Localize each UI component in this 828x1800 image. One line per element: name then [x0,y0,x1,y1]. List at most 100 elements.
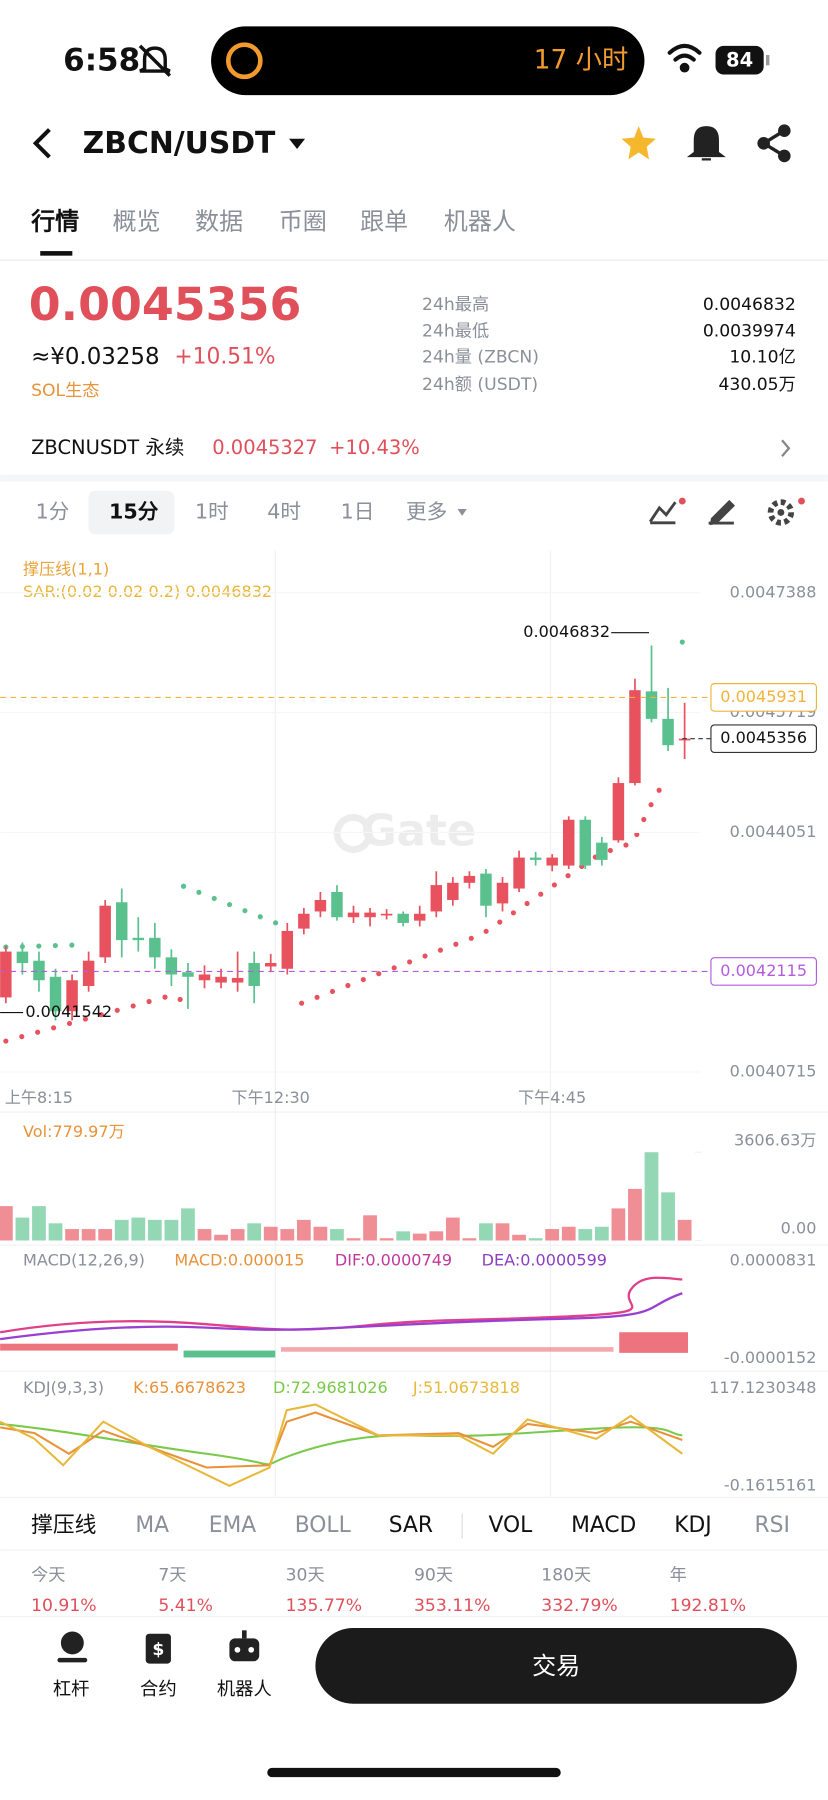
sar-label: SAR:(0.02 0.02 0.2) 0.0046832 [23,582,272,601]
home-indicator [267,1767,561,1778]
candle-body [629,690,641,784]
volume-bar [65,1229,79,1241]
volume-bar [247,1223,262,1241]
interval[interactable]: 4时 [267,499,301,523]
nav-label[interactable]: 杠杆 [53,1679,90,1700]
volume-bar [594,1226,609,1241]
draw-button[interactable] [708,499,736,526]
support-label: 0.0042115 [720,961,807,980]
pair-dropdown[interactable] [289,138,306,150]
indicator-tab[interactable]: EMA [209,1513,257,1538]
contract-icon[interactable]: $ [145,1633,171,1664]
macd-axis-bottom: -0.0000152 [724,1348,817,1367]
indicator-tab[interactable]: VOL [489,1513,534,1538]
interval[interactable]: 1分 [36,499,70,523]
candle-body [380,913,393,916]
candle-body [496,882,509,904]
candle-body [414,913,426,921]
more-dropdown[interactable] [457,509,467,516]
interval[interactable]: 1日 [341,499,375,523]
period-label: 7天 [158,1565,186,1585]
volume-bar [114,1219,129,1241]
period-return: 135.77% [286,1596,362,1616]
candle-body [49,976,62,1012]
indicator-button[interactable] [648,497,686,525]
robot-icon[interactable] [229,1630,260,1662]
watermark: Gate [361,807,476,857]
share-button[interactable] [757,124,791,163]
candle-body [480,873,492,906]
indicator-tab[interactable]: BOLL [295,1513,352,1538]
volume-bar [330,1229,344,1241]
volume-bar [98,1229,113,1241]
last-label: 0.0045356 [720,728,807,747]
ecosystem-tag[interactable]: SOL生态 [31,381,99,401]
leverage-icon[interactable] [57,1631,88,1663]
indicator-tab[interactable]: SAR [389,1513,433,1538]
volume-bar [81,1229,96,1241]
candle-body [562,819,575,866]
volume-bar [164,1219,179,1241]
dif-line [0,1276,683,1334]
interval[interactable]: 1时 [195,499,229,523]
volume-bar [429,1231,444,1241]
dea-value: DEA:0.0000599 [482,1251,607,1270]
nav-label[interactable]: 机器人 [217,1679,272,1700]
contract-glyph: $ [152,1640,164,1660]
macd-axis-top: 0.0000831 [730,1251,817,1270]
indicator-tab[interactable]: MA [135,1513,169,1538]
chart-frame [0,550,828,1498]
dynamic-island [211,26,645,96]
tab[interactable]: 概览 [112,207,160,235]
indicator-label: 撑压线(1,1) [23,559,109,578]
candle-body [463,875,476,883]
candle-body [314,899,327,912]
volume-bar [181,1208,195,1241]
y-tick-label: 0.0044051 [730,822,817,841]
macd-histogram [0,1332,689,1358]
last-price: 0.0045356 [29,277,302,331]
back-button[interactable] [32,128,51,159]
pair-title[interactable]: ZBCN/USDT [83,126,276,161]
stat-label: 24h最高 [422,295,489,315]
interval[interactable]: 15分 [109,499,159,523]
resistance-box [710,683,817,712]
favorite-star[interactable] [621,126,656,160]
candle-body [298,913,310,929]
candle-body [215,976,227,983]
macd-value: MACD:0.000015 [174,1251,304,1270]
perp-chevron[interactable] [781,439,791,458]
trade-label[interactable]: 交易 [532,1652,580,1680]
battery-tip [765,55,770,66]
mute-icon [138,44,172,77]
tab[interactable]: 行情 [30,207,79,235]
tab[interactable]: 币圈 [279,207,327,235]
indicator-tab[interactable]: 撑压线 [31,1513,96,1538]
indicator-tab[interactable]: RSI [755,1513,790,1538]
candle-body [198,974,211,981]
alert-bell[interactable] [686,126,726,161]
settings-button[interactable] [767,497,805,526]
period-label: 90天 [414,1565,453,1585]
tab[interactable]: 数据 [195,207,243,235]
perp-name[interactable]: ZBCNUSDT 永续 [31,436,184,459]
cny-price: ≈¥0.03258 [31,344,160,370]
candle-body [397,913,409,923]
indicator-tab[interactable]: MACD [571,1513,636,1538]
volume-bar [578,1229,593,1241]
indicator-tab[interactable]: KDJ [674,1513,711,1538]
candle-body [82,960,95,986]
nav-label[interactable]: 合约 [140,1679,177,1700]
candle-body [132,937,145,941]
volume-bar [561,1226,576,1241]
candle-layer: 0.00473880.00457190.00440510.0040715上午8:… [0,582,817,1242]
trade-button[interactable] [315,1628,797,1704]
tab[interactable]: 跟单 [360,207,408,235]
tab[interactable]: 机器人 [444,207,516,235]
volume-bar [495,1223,510,1241]
volume-bar [313,1226,328,1241]
resistance-label: 0.0045931 [720,687,807,706]
candle-body [66,980,78,1012]
interval[interactable]: 更多 [406,499,447,523]
